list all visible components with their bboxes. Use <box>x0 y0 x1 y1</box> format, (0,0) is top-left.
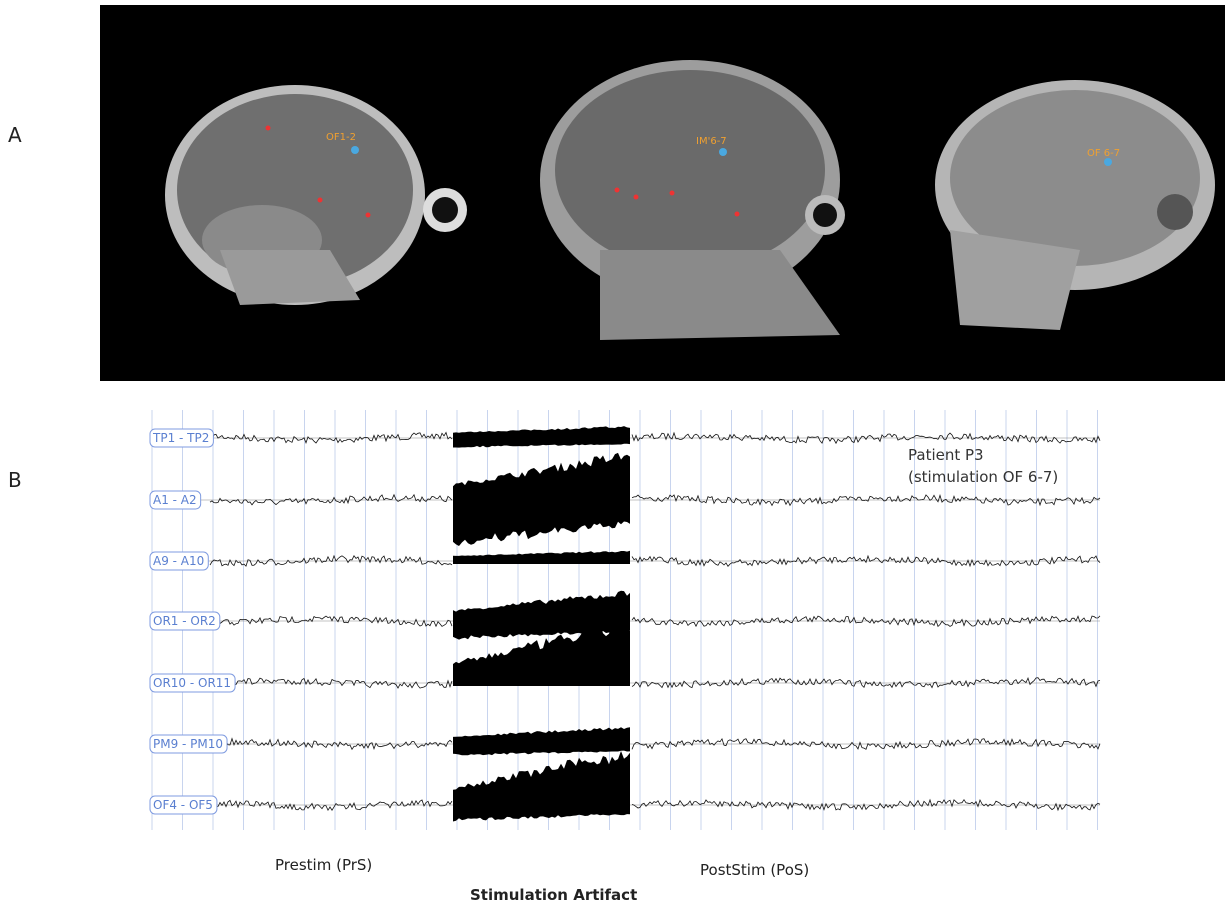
channel-label-group: OR10 - OR11 <box>150 674 235 692</box>
stim-artifact <box>453 727 630 755</box>
channel-label: TP1 - TP2 <box>152 431 209 445</box>
figure: A B OF1-2 IM'6-7 OF 6-7 TP1 - TP2 <box>0 0 1225 905</box>
electrode-label: OF1-2 <box>326 132 356 143</box>
channel-label: A1 - A2 <box>153 493 197 507</box>
stim-artifact <box>453 453 630 546</box>
electrode-label: IM'6-7 <box>696 136 727 147</box>
mri-eye <box>1157 194 1193 230</box>
panel-label: A <box>8 123 22 147</box>
phase-label: Stimulation Artifact <box>470 886 637 904</box>
electrode-dot <box>670 191 675 196</box>
eeg-trace <box>632 678 1100 688</box>
mri-panel: OF1-2 IM'6-7 OF 6-7 <box>100 5 1225 381</box>
channel-label: OR1 - OR2 <box>153 614 216 628</box>
channel-label: OR10 - OR11 <box>153 676 231 690</box>
electrode-dot <box>366 213 371 218</box>
channel-label-group: OR1 - OR2 <box>150 612 220 630</box>
electrode-dot <box>1104 158 1112 166</box>
mri-brain <box>555 70 825 270</box>
channel-label-group: OF4 - OF5 <box>150 796 217 814</box>
electrode-dot <box>735 212 740 217</box>
channel-label-group: TP1 - TP2 <box>150 429 213 447</box>
channel-label-group: A1 - A2 <box>150 491 201 509</box>
mri-eye <box>432 197 458 223</box>
phase-label: Prestim (PrS) <box>275 856 372 874</box>
electrode-dot <box>318 198 323 203</box>
electrode-dot <box>266 126 271 131</box>
electrode-dot <box>634 195 639 200</box>
electrode-label: OF 6-7 <box>1087 148 1120 159</box>
channel-label: A9 - A10 <box>153 554 204 568</box>
electrode-dot <box>615 188 620 193</box>
channel-label: PM9 - PM10 <box>153 737 223 751</box>
channel-label: OF4 - OF5 <box>153 798 213 812</box>
stim-artifact <box>453 426 630 448</box>
channel-label-group: PM9 - PM10 <box>150 735 227 753</box>
stim-artifact <box>453 551 630 564</box>
electrode-dot <box>719 148 727 156</box>
mri-eye <box>813 203 837 227</box>
annotation: (stimulation OF 6-7) <box>908 468 1058 486</box>
panel-label: B <box>8 468 22 492</box>
electrode-dot <box>351 146 359 154</box>
stim-artifact <box>453 591 630 640</box>
channel-label-group: A9 - A10 <box>150 552 208 570</box>
stim-artifact <box>453 751 630 822</box>
phase-label: PostStim (PoS) <box>700 861 809 879</box>
annotation: Patient P3 <box>908 446 984 464</box>
